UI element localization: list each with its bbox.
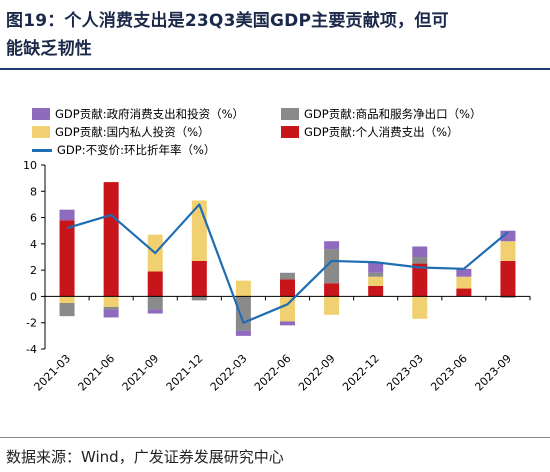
legend-swatch-investment bbox=[32, 126, 50, 138]
bar-government bbox=[59, 209, 75, 221]
x-tick-label: 2022-06 bbox=[252, 352, 294, 394]
y-tick-label: -2 bbox=[26, 317, 37, 330]
x-tick-label: 2022-03 bbox=[208, 352, 250, 394]
bar-investment bbox=[59, 296, 75, 303]
legend-item-government: GDP贡献:政府消费支出和投资（%） bbox=[32, 106, 244, 122]
bar-net-exports bbox=[147, 296, 163, 310]
x-tick-label: 2021-03 bbox=[31, 352, 73, 394]
bar-investment bbox=[280, 296, 295, 322]
source-note: 数据来源：Wind，广发证券发展研究中心 bbox=[6, 448, 284, 466]
x-tick-label: 2021-06 bbox=[76, 352, 118, 394]
y-tick-label: 2 bbox=[30, 264, 37, 277]
bar-consumption bbox=[103, 182, 119, 297]
bar-investment bbox=[235, 280, 251, 297]
bar-investment bbox=[368, 276, 384, 286]
bar-net-exports bbox=[324, 249, 340, 284]
bar-investment bbox=[456, 276, 472, 289]
x-tick-label: 2022-12 bbox=[340, 352, 382, 394]
bar-government bbox=[456, 268, 472, 277]
bar-net-exports bbox=[103, 306, 119, 310]
legend-swatch-consumption bbox=[281, 126, 299, 138]
bar-investment bbox=[324, 296, 340, 315]
y-tick-label: 8 bbox=[30, 185, 37, 198]
source-divider bbox=[0, 437, 550, 438]
x-tick-label: 2023-03 bbox=[384, 352, 426, 394]
x-tick-label: 2023-06 bbox=[428, 352, 470, 394]
bar-government bbox=[147, 309, 163, 314]
bar-net-exports bbox=[235, 296, 251, 331]
legend-swatch-government bbox=[32, 108, 50, 120]
bar-consumption bbox=[280, 279, 295, 297]
x-tick-label: 2023-09 bbox=[472, 352, 514, 394]
y-tick-label: -4 bbox=[26, 343, 37, 356]
bar-consumption bbox=[456, 288, 472, 297]
x-tick-label: 2022-09 bbox=[296, 352, 338, 394]
legend-label-government: GDP贡献:政府消费支出和投资（%） bbox=[55, 107, 245, 121]
y-tick-label: 10 bbox=[23, 159, 37, 172]
page-title: 图19：个人消费支出是23Q3美国GDP主要贡献项，但可 bbox=[6, 11, 449, 31]
bar-consumption bbox=[191, 260, 207, 297]
bar-consumption bbox=[368, 285, 384, 297]
bar-government bbox=[412, 246, 428, 257]
legend-item-investment: GDP贡献:国内私人投资（%） bbox=[32, 124, 210, 140]
bar-net-exports bbox=[412, 257, 428, 264]
gdp-growth-line bbox=[66, 203, 509, 324]
page-title-continued: 能缺乏韧性 bbox=[6, 39, 92, 59]
y-tick-label: 6 bbox=[30, 212, 37, 225]
bar-investment bbox=[412, 296, 428, 319]
bar-investment bbox=[103, 296, 119, 307]
bar-net-exports bbox=[500, 296, 516, 298]
legend-label-investment: GDP贡献:国内私人投资（%） bbox=[55, 125, 210, 139]
bar-net-exports bbox=[280, 272, 295, 280]
legend-label-gdp-line: GDP:不变价:环比折年率（%） bbox=[57, 143, 216, 157]
legend-label-net-exports: GDP贡献:商品和服务净出口（%） bbox=[304, 107, 482, 121]
bar-government bbox=[103, 309, 119, 318]
bar-government bbox=[280, 321, 295, 326]
bar-consumption bbox=[59, 220, 75, 297]
bar-government bbox=[500, 230, 516, 242]
legend-label-consumption: GDP贡献:个人消费支出（%） bbox=[304, 125, 459, 139]
legend-item-net-exports: GDP贡献:商品和服务净出口（%） bbox=[281, 106, 482, 122]
legend-item-gdp-line: GDP:不变价:环比折年率（%） bbox=[32, 142, 215, 158]
bar-net-exports bbox=[368, 272, 384, 277]
legend-line-gdp bbox=[32, 148, 52, 152]
x-tick-label: 2021-12 bbox=[164, 352, 206, 394]
bar-consumption bbox=[412, 263, 428, 297]
bar-government bbox=[235, 330, 251, 336]
bar-government bbox=[368, 262, 384, 273]
bar-net-exports bbox=[191, 296, 207, 301]
bar-net-exports bbox=[59, 303, 75, 317]
bar-consumption bbox=[500, 260, 516, 297]
title-divider bbox=[0, 68, 550, 70]
x-tick-label: 2021-09 bbox=[120, 352, 162, 394]
legend-swatch-net-exports bbox=[281, 108, 299, 120]
bar-investment bbox=[500, 241, 516, 261]
legend-item-consumption: GDP贡献:个人消费支出（%） bbox=[281, 124, 459, 140]
bar-government bbox=[324, 241, 340, 250]
bar-consumption bbox=[324, 283, 340, 297]
y-tick-label: 0 bbox=[30, 290, 37, 303]
bar-consumption bbox=[147, 271, 163, 297]
y-tick-label: 4 bbox=[30, 238, 37, 251]
